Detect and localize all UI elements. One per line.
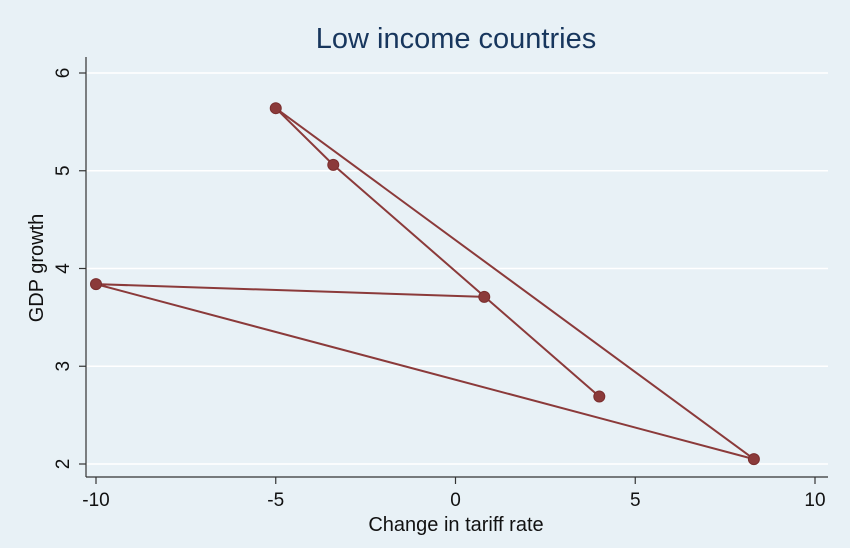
x-tick-label: 10 — [804, 490, 825, 511]
grid — [86, 72, 828, 465]
data-point — [90, 278, 102, 291]
x-tick-label: 5 — [630, 490, 641, 511]
x-ticks: -10 -5 0 5 10 — [82, 477, 826, 511]
chart-title: Low income countries — [316, 23, 596, 55]
y-tick-label: 4 — [53, 263, 74, 274]
x-tick-label: -5 — [267, 490, 284, 511]
y-axis-label: GDP growth — [26, 214, 48, 323]
y-tick-label: 2 — [53, 459, 74, 470]
data-point — [327, 158, 340, 171]
y-tick-label: 3 — [53, 361, 74, 372]
y-tick-label: 5 — [53, 165, 74, 176]
x-tick-label: -10 — [82, 490, 109, 511]
y-tick-label: 6 — [53, 68, 74, 79]
x-axis-label: Change in tariff rate — [368, 514, 543, 536]
plot-area — [86, 57, 828, 477]
y-ticks: 2 3 4 5 6 — [53, 68, 86, 470]
data-point — [593, 390, 606, 403]
data-point — [269, 102, 282, 115]
data-point — [478, 290, 491, 303]
data-point — [747, 453, 760, 466]
series-line — [95, 107, 755, 461]
series — [90, 102, 760, 466]
x-tick-label: 0 — [450, 490, 461, 511]
